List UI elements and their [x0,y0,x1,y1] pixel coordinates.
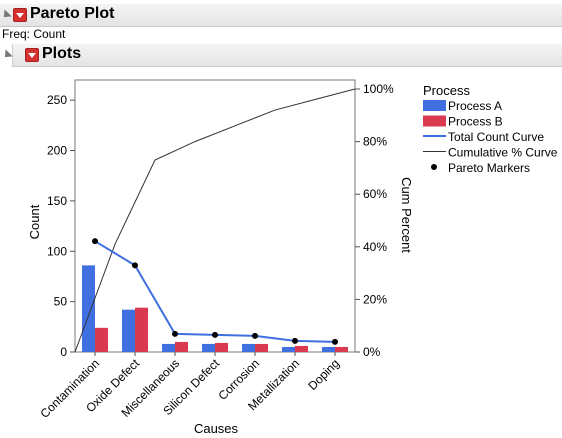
plot-frame [74,79,356,353]
pareto-marker [252,332,258,339]
bar-process-b [215,342,228,352]
plots-header: Plots [1,44,562,67]
legend-label: Pareto Markers [448,161,530,175]
y-tick-label: 0 [60,345,67,359]
cumulative-percent-curve [74,88,356,353]
legend-dot [431,164,437,170]
bar-process-a [162,343,175,352]
legend-swatch [423,100,446,111]
y-tick-label: 200 [47,144,67,158]
freq-label: Freq: Count [2,27,66,41]
bar-process-a [242,343,255,352]
legend-label: Total Count Curve [448,130,544,144]
report-title: Pareto Plot [30,5,115,22]
y2-tick-label: 40% [363,240,387,254]
legend-label: Process B [448,115,503,129]
bar-process-a [282,346,295,352]
red-triangle-menu-icon[interactable] [13,8,27,22]
y-axis-label: Count [27,204,42,239]
x-axis-label: Causes [194,421,239,436]
bar-process-b [135,307,148,352]
legend-title: Process [423,83,470,98]
legend-swatch [423,115,446,127]
legend-label: Process A [448,99,502,113]
pareto-marker [132,262,138,269]
bar-process-b [175,341,188,352]
y-tick-label: 100 [47,244,67,258]
pareto-marker [172,330,178,337]
pareto-marker [212,331,218,338]
y-tick-label: 150 [47,194,67,208]
pareto-marker [92,238,98,245]
y2-axis-label: Cum Percent [399,177,414,253]
bar-process-a [82,265,95,352]
bar-process-b [295,345,308,352]
y-tick-label: 50 [54,295,68,309]
y2-tick-label: 20% [363,292,387,306]
bar-process-a [122,309,135,352]
pareto-plot-header: Pareto Plot [0,4,562,27]
y2-tick-label: 100% [363,82,394,96]
y-tick-label: 250 [47,93,67,107]
bar-process-b [255,343,268,352]
plots-title: Plots [42,45,82,62]
bar-process-b [335,346,348,352]
plots-red-triangle-menu-icon[interactable] [25,48,39,62]
x-tick-label: Doping [305,356,342,393]
y2-tick-label: 80% [363,135,387,149]
pareto-marker [292,337,298,344]
pareto-marker [332,338,338,345]
bar-process-a [202,343,215,352]
legend-label: Cumulative % Curve [448,146,558,160]
y2-tick-label: 0% [363,345,381,359]
bar-process-a [322,346,335,352]
y2-tick-label: 60% [363,187,387,201]
bar-process-b [95,327,108,352]
